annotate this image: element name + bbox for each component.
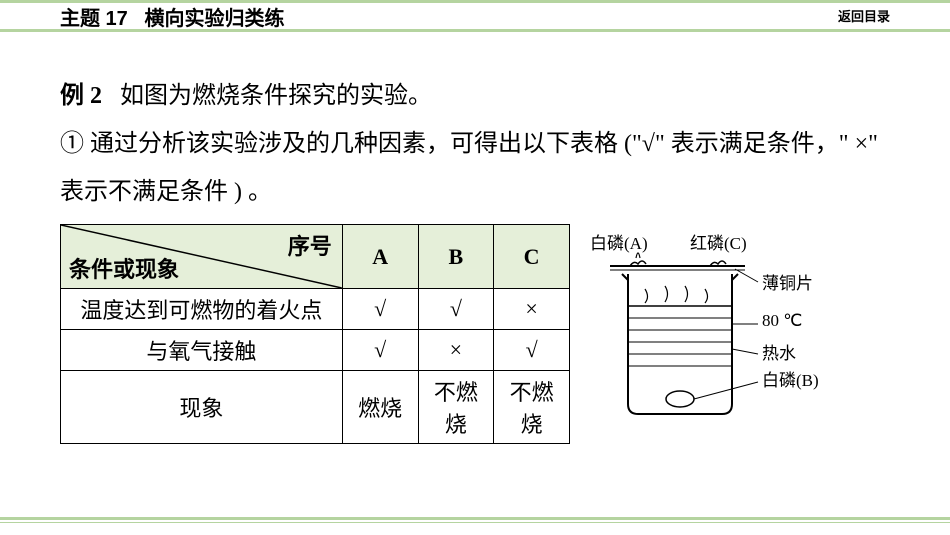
footer-stripe	[0, 517, 950, 523]
cell: √	[494, 330, 570, 371]
cell: 燃烧	[342, 371, 418, 444]
example-label: 例 2	[60, 83, 102, 109]
cell: √	[418, 289, 494, 330]
label-copper: 薄铜片	[762, 274, 813, 293]
table-row: 现象 燃烧 不燃烧 不燃烧	[61, 371, 570, 444]
conditions-table: 序号 条件或现象 A B C 温度达到可燃物的着火点 √ √ × 与氧气接触 √…	[60, 224, 570, 444]
cell: ×	[494, 289, 570, 330]
col-header-C: C	[494, 225, 570, 289]
cell: 不燃烧	[494, 371, 570, 444]
main-area: 序号 条件或现象 A B C 温度达到可燃物的着火点 √ √ × 与氧气接触 √…	[60, 224, 890, 444]
content-area: 例 2 如图为燃烧条件探究的实验。 ① 通过分析该实验涉及的几种因素，可得出以下…	[0, 32, 950, 444]
beaker-diagram: 白磷(A) 红磷(C) 薄铜片 80 ℃ 热水 白磷(B)	[590, 234, 890, 429]
cell: √	[342, 289, 418, 330]
diag-top-label: 序号	[288, 229, 332, 261]
header-stripe-bottom	[0, 29, 950, 32]
header-bar: 主题 17 横向实验归类练 返回目录	[0, 0, 950, 32]
title-text: 横向实验归类练	[144, 8, 284, 30]
table-row: 温度达到可燃物的着火点 √ √ ×	[61, 289, 570, 330]
table-header-row: 序号 条件或现象 A B C	[61, 225, 570, 289]
row-label: 温度达到可燃物的着火点	[61, 289, 343, 330]
diag-bottom-label: 条件或现象	[69, 252, 179, 284]
cell: ×	[418, 330, 494, 371]
example-line: 例 2 如图为燃烧条件探究的实验。	[60, 72, 890, 120]
example-intro: 如图为燃烧条件探究的实验。	[120, 83, 432, 109]
para1-check: "√" 表示满足条件，	[632, 131, 839, 157]
cell: √	[342, 330, 418, 371]
beaker-svg: 白磷(A) 红磷(C) 薄铜片 80 ℃ 热水 白磷(B)	[590, 234, 890, 424]
cell: 不燃烧	[418, 371, 494, 444]
topic-label: 主题 17	[60, 8, 128, 30]
header-title: 主题 17 横向实验归类练	[60, 2, 284, 31]
col-header-B: B	[418, 225, 494, 289]
label-C: 红磷(C)	[690, 234, 747, 253]
row-label: 现象	[61, 371, 343, 444]
row-label: 与氧气接触	[61, 330, 343, 371]
para1-prefix: ① 通过分析该实验涉及的几种因素，可得出以下表格 (	[60, 131, 632, 157]
header-stripe-top	[0, 0, 950, 3]
col-header-A: A	[342, 225, 418, 289]
label-B: 白磷(B)	[762, 371, 819, 390]
table-row: 与氧气接触 √ × √	[61, 330, 570, 371]
label-temp: 80 ℃	[762, 311, 802, 330]
paragraph-1: ① 通过分析该实验涉及的几种因素，可得出以下表格 ("√" 表示满足条件，" ×…	[60, 120, 890, 216]
label-A: 白磷(A)	[590, 234, 648, 253]
diagonal-header-cell: 序号 条件或现象	[61, 225, 343, 289]
label-hotwater: 热水	[762, 344, 796, 363]
return-link[interactable]: 返回目录	[838, 6, 890, 25]
